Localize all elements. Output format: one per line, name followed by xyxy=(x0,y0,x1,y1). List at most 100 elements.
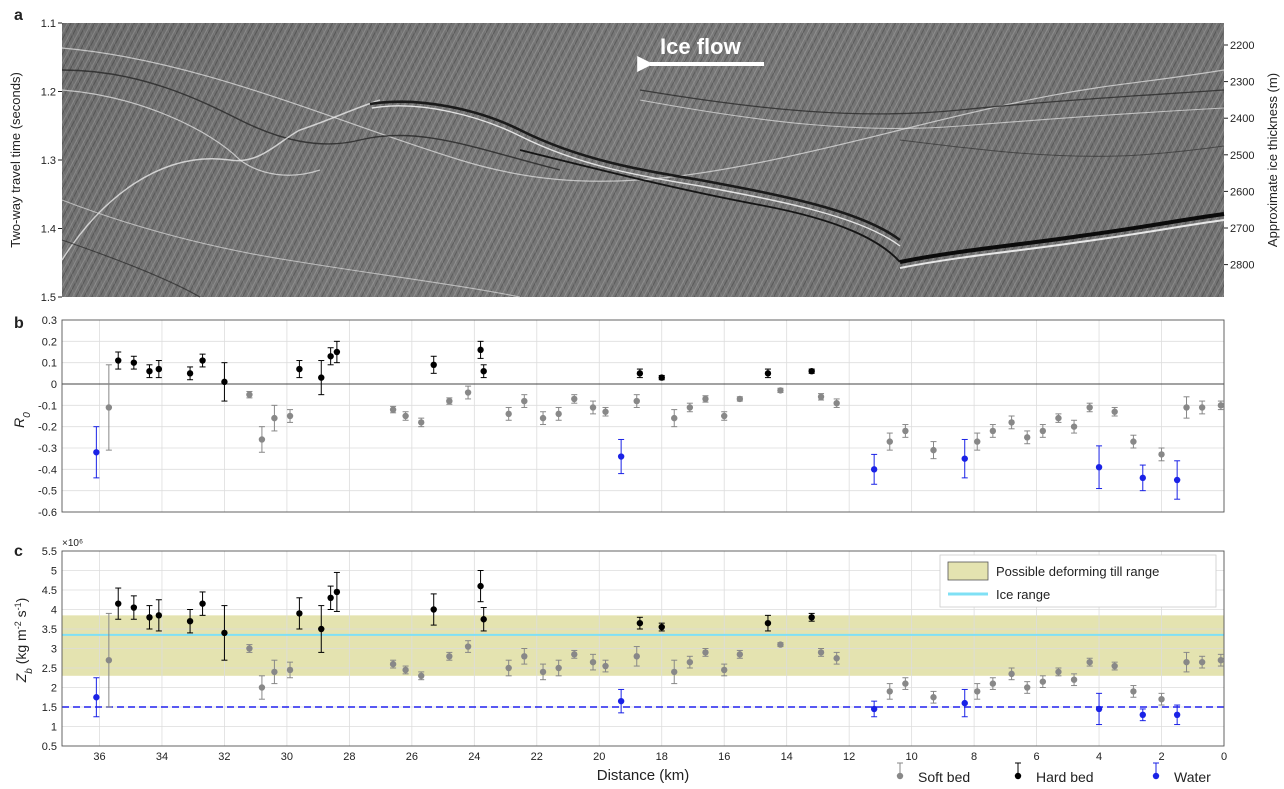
y-tick-label: -0.2 xyxy=(38,422,57,434)
soft-bed-point xyxy=(1070,423,1078,430)
hard-bed-point xyxy=(221,629,228,637)
soft-bed-point xyxy=(686,658,694,666)
soft-bed-point xyxy=(589,658,597,666)
soft-bed-point xyxy=(258,436,266,443)
legend-hard-marker xyxy=(1014,762,1022,780)
a-right-tick-label: 2300 xyxy=(1230,77,1254,89)
soft-bed-point xyxy=(989,680,997,687)
ice-flow-arrow: Ice flow xyxy=(637,34,764,72)
water-point xyxy=(870,466,878,473)
till-range-band xyxy=(62,615,1224,676)
ice-flow-label: Ice flow xyxy=(660,34,742,59)
soft-bed-point xyxy=(602,408,609,415)
hard-bed-point xyxy=(430,361,437,368)
y-tick-label: 0 xyxy=(51,379,57,391)
water-point xyxy=(1095,464,1103,471)
panel-b-ylabel: R0 xyxy=(11,412,33,428)
soft-bed-point xyxy=(539,668,547,676)
soft-bed-point xyxy=(571,395,578,403)
x-tick-label: 24 xyxy=(468,751,480,763)
soft-bed-point xyxy=(271,414,278,422)
soft-bed-point xyxy=(902,680,909,687)
soft-bed-point xyxy=(1008,670,1015,678)
soft-bed-point xyxy=(571,651,578,658)
seismic-image xyxy=(61,23,1225,298)
hard-bed-point xyxy=(430,606,437,613)
hard-bed-point xyxy=(296,365,303,373)
x-tick-label: 36 xyxy=(93,751,105,763)
y-tick-label: -0.1 xyxy=(38,400,57,412)
soft-bed-point xyxy=(555,664,562,672)
legend-markers: Soft bed Hard bed Water xyxy=(896,762,1211,785)
soft-bed-point xyxy=(702,649,709,656)
soft-bed-point xyxy=(1055,414,1062,422)
soft-bed-point xyxy=(521,397,528,405)
y-tick-label: 0.2 xyxy=(42,336,57,348)
hard-bed-point xyxy=(636,370,644,377)
legend-water-label: Water xyxy=(1174,769,1211,785)
hard-bed-point xyxy=(764,619,772,627)
a-right-tick-label: 2200 xyxy=(1230,40,1254,52)
y-tick-label: 3.5 xyxy=(42,624,57,636)
a-left-tick-label: 1.2 xyxy=(41,87,56,99)
soft-bed-point xyxy=(1130,688,1137,695)
hard-bed-point xyxy=(146,368,153,375)
soft-bed-point xyxy=(1183,658,1190,666)
y-tick-label: 4 xyxy=(51,605,57,617)
a-right-tick-label: 2600 xyxy=(1230,186,1254,198)
soft-bed-point xyxy=(286,412,294,420)
x-tick-label: 28 xyxy=(343,751,355,763)
panel-a-label: a xyxy=(14,7,23,24)
a-right-tick-label: 2800 xyxy=(1230,260,1254,272)
y-tick-label: 2.5 xyxy=(42,663,57,675)
soft-bed-point xyxy=(989,427,997,435)
water-point xyxy=(961,699,968,707)
x-tick-label: 2 xyxy=(1158,751,1164,763)
soft-bed-point xyxy=(1008,419,1015,426)
hard-bed-point xyxy=(636,619,644,627)
soft-bed-point xyxy=(446,397,453,405)
hard-bed-point xyxy=(808,614,815,621)
soft-bed-point xyxy=(258,684,266,691)
soft-bed-point xyxy=(505,664,512,672)
soft-bed-point xyxy=(1198,658,1206,666)
a-right-tick-label: 2400 xyxy=(1230,113,1254,125)
soft-bed-point xyxy=(539,414,547,422)
hard-bed-point xyxy=(477,346,484,354)
hard-bed-point xyxy=(764,370,772,377)
x-tick-label: 30 xyxy=(281,751,293,763)
soft-bed-point xyxy=(105,404,113,411)
soft-bed-point xyxy=(671,668,678,676)
x-tick-label: 18 xyxy=(656,751,668,763)
y-tick-label: 3 xyxy=(51,644,57,656)
y-tick-label: 5.5 xyxy=(42,546,57,558)
soft-bed-point xyxy=(886,688,893,695)
soft-bed-point xyxy=(589,404,597,411)
panel-c-label: c xyxy=(14,543,23,560)
panel-c-exponent: ×10⁶ xyxy=(62,538,83,549)
legend-ice-label: Ice range xyxy=(996,587,1050,602)
x-tick-label: 32 xyxy=(218,751,230,763)
soft-bed-point xyxy=(418,419,425,426)
soft-bed-point xyxy=(833,400,840,407)
hard-bed-point xyxy=(333,348,341,356)
soft-bed-point xyxy=(389,406,397,413)
x-tick-label: 0 xyxy=(1221,751,1227,763)
soft-bed-point xyxy=(389,660,397,668)
soft-bed-point xyxy=(1158,451,1165,458)
hard-bed-point xyxy=(296,610,303,617)
soft-bed-point xyxy=(271,668,278,676)
soft-bed-point xyxy=(464,389,472,396)
soft-bed-point xyxy=(505,410,512,418)
soft-bed-point xyxy=(930,694,937,701)
soft-bed-point xyxy=(721,666,728,674)
soft-bed-point xyxy=(246,391,253,398)
soft-bed-point xyxy=(1111,662,1118,670)
soft-bed-point xyxy=(1111,408,1118,415)
hard-bed-point xyxy=(327,353,334,360)
soft-bed-point xyxy=(555,410,562,418)
x-tick-label: 6 xyxy=(1034,751,1040,763)
plot-b-frame xyxy=(61,319,1225,513)
hard-bed-point xyxy=(480,616,487,623)
soft-bed-point xyxy=(736,651,744,658)
